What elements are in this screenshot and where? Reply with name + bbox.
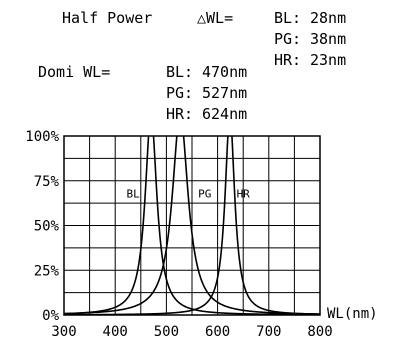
- x-axis-ticks: 300 400 500 600 700 800: [51, 324, 332, 340]
- y-tick-label: 25%: [34, 263, 60, 279]
- half-power-bl-name: BL:: [274, 9, 301, 27]
- half-power-label: Half Power: [62, 9, 152, 27]
- y-axis-ticks: 0% 25% 50% 75% 100%: [25, 129, 59, 324]
- x-axis-label: WL(nm): [327, 306, 378, 322]
- series-line-pg: [64, 136, 320, 315]
- half-power-bl-value: 28nm: [310, 9, 346, 27]
- chart-header: Half Power △WL= BL: 28nm PG: 38nm HR: 23…: [38, 9, 346, 123]
- series-label-hr: HR: [237, 187, 251, 200]
- dominant-hr-name: HR:: [166, 105, 193, 123]
- y-tick-label: 0%: [42, 308, 59, 324]
- half-power-pg-value: 38nm: [310, 30, 346, 48]
- y-tick-label: 100%: [25, 129, 59, 145]
- x-tick-label: 600: [205, 324, 230, 340]
- x-tick-label: 500: [154, 324, 179, 340]
- dominant-pg-value: 527nm: [202, 84, 247, 102]
- half-power-hr-value: 23nm: [310, 51, 346, 69]
- delta-wl-label: △WL=: [197, 9, 233, 27]
- dominant-wl-label: Domi WL=: [38, 63, 110, 81]
- x-tick-label: 400: [103, 324, 128, 340]
- half-power-pg-name: PG:: [274, 30, 301, 48]
- x-tick-label: 700: [256, 324, 281, 340]
- x-tick-label: 800: [307, 324, 332, 340]
- dominant-pg-name: PG:: [166, 84, 193, 102]
- x-tick-label: 300: [51, 324, 76, 340]
- dominant-bl-value: 470nm: [202, 63, 247, 81]
- plot-frame: [63, 135, 321, 316]
- dominant-hr-value: 624nm: [202, 105, 247, 123]
- dominant-bl-name: BL:: [166, 63, 193, 81]
- series-label-bl: BL: [126, 187, 140, 200]
- y-tick-label: 75%: [34, 174, 60, 190]
- series-label-pg: PG: [198, 187, 211, 200]
- grid-lines: [64, 136, 320, 315]
- series-labels: BL PG HR: [126, 187, 250, 200]
- half-power-hr-name: HR:: [274, 51, 301, 69]
- y-tick-label: 50%: [34, 219, 60, 235]
